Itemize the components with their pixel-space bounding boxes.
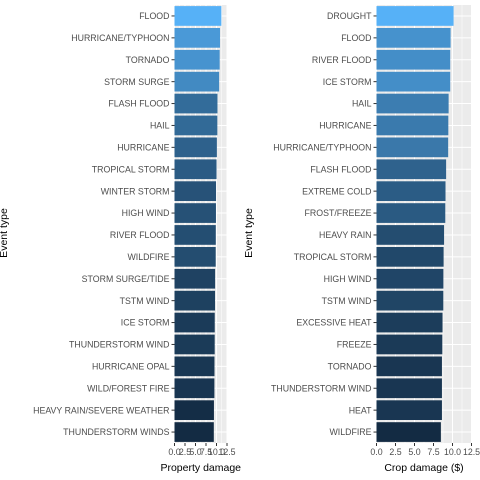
bar-wildfire	[174, 246, 216, 267]
bar-hurricane-typhoon	[174, 27, 221, 48]
bar-hurricane	[174, 137, 217, 158]
x-tick-label: 5.0	[189, 447, 201, 457]
bar-frost-freeze	[376, 203, 446, 223]
y-tick-label: TROPICAL STORM	[294, 252, 372, 262]
x-tick-label: 7.5	[200, 447, 212, 457]
bar-winter-storm	[174, 181, 217, 202]
x-tick-label: 2.5	[389, 447, 401, 457]
y-tick-label: THUNDERSTORM WIND	[271, 383, 372, 393]
x-tick-label: 0.0	[168, 447, 180, 457]
y-tick-label: TSTM WIND	[120, 296, 170, 306]
y-tick-label: WINTER STORM	[101, 186, 170, 196]
y-tick-label: HIGH WIND	[324, 274, 372, 284]
y-tick-label: HEAT	[349, 405, 372, 415]
bar-thunderstorm-wind	[376, 378, 442, 399]
bar-heavy-rain	[376, 225, 445, 245]
x-tick-label: 2.5	[179, 447, 191, 457]
bar-river-flood	[376, 49, 451, 70]
y-tick-label: FLASH FLOOD	[108, 99, 169, 109]
y-tick-label: THUNDERSTORM WINDS	[63, 427, 170, 437]
bar-excessive-heat	[376, 312, 443, 333]
bar-high-wind	[174, 203, 216, 223]
y-tick-label: ICE STORM	[323, 77, 372, 87]
bar-hurricane	[376, 115, 449, 136]
x-tick-label: 12.5	[463, 447, 480, 457]
bar-ice-storm	[376, 71, 451, 92]
x-tick-label: 5.0	[408, 447, 420, 457]
y-tick-label: FROST/FREEZE	[305, 208, 372, 218]
bar-tornado	[376, 356, 442, 377]
bar-storm-surge-tide	[174, 268, 216, 289]
bar-flood	[376, 27, 451, 48]
bar-drought	[376, 6, 454, 26]
bar-thunderstorm-winds	[174, 422, 214, 442]
x-tick-label: 12.5	[218, 447, 235, 457]
y-axis-title: Event type	[243, 208, 255, 258]
crop-damage-chart: DROUGHT FLOOD RIVER FLOOD ICE STORM HAIL HURR…	[243, 5, 480, 474]
y-tick-label: STORM SURGE	[104, 77, 169, 87]
bar-hail	[174, 115, 218, 136]
y-axis-title: Event type	[0, 208, 10, 258]
bar-hurricane-opal	[174, 356, 215, 377]
bar-flash-flood	[376, 159, 447, 180]
y-tick-label: EXCESSIVE HEAT	[296, 318, 372, 328]
y-tick-label: FREEZE	[337, 340, 372, 350]
property-damage-chart: FLOOD HURRICANE/TYPHOON TORNADO STORM SURGE…	[0, 5, 241, 474]
bar-wild-forest-fire	[174, 378, 215, 399]
y-tick-label: HURRICANE	[117, 142, 169, 152]
y-tick-label: TORNADO	[328, 361, 372, 371]
bar-tstm-wind	[376, 290, 444, 311]
bar-ice-storm	[174, 312, 215, 333]
bar-extreme-cold	[376, 181, 446, 202]
y-tick-label: HURRICANE/TYPHOON	[273, 142, 371, 152]
y-tick-label: HIGH WIND	[122, 208, 170, 218]
x-tick-label: 10.0	[444, 447, 461, 457]
y-tick-label: HURRICANE	[319, 121, 371, 131]
x-axis-title: Property damage	[160, 462, 241, 474]
bar-river-flood	[174, 225, 216, 245]
x-tick-label: 7.5	[427, 447, 439, 457]
y-tick-label: FLOOD	[139, 11, 169, 21]
y-tick-label: HEAVY RAIN/SEVERE WEATHER	[33, 405, 169, 415]
bar-storm-surge	[174, 71, 220, 92]
y-tick-label: STORM SURGE/TIDE	[82, 274, 170, 284]
y-tick-label: WILDFIRE	[329, 427, 371, 437]
y-tick-label: DROUGHT	[327, 11, 372, 21]
bar-hurricane-typhoon	[376, 137, 449, 158]
bar-tornado	[174, 49, 220, 70]
y-tick-label: ICE STORM	[121, 318, 170, 328]
y-tick-label: HEAVY RAIN	[319, 230, 371, 240]
y-tick-label: TORNADO	[126, 55, 170, 65]
bar-freeze	[376, 334, 443, 355]
x-tick-label: 10.0	[208, 447, 225, 457]
y-tick-label: WILD/FOREST FIRE	[87, 383, 170, 393]
bar-hail	[376, 93, 449, 114]
bar-flash-flood	[174, 93, 218, 114]
bar-thunderstorm-wind	[174, 334, 215, 355]
y-tick-label: RIVER FLOOD	[312, 55, 372, 65]
y-tick-label: HAIL	[352, 99, 372, 109]
x-tick-label: 0.0	[370, 447, 382, 457]
y-tick-label: EXTREME COLD	[302, 186, 371, 196]
y-tick-label: TSTM WIND	[322, 296, 372, 306]
bar-heat	[376, 400, 442, 421]
y-tick-label: HAIL	[150, 121, 170, 131]
bar-wildfire	[376, 422, 441, 442]
bar-heavy-rain-severe-weather	[174, 400, 214, 421]
bar-flood	[174, 6, 222, 26]
bar-high-wind	[376, 268, 444, 289]
y-tick-label: TROPICAL STORM	[92, 164, 170, 174]
y-tick-label: HURRICANE/TYPHOON	[71, 33, 169, 43]
y-tick-label: HURRICANE OPAL	[92, 361, 170, 371]
bar-tropical-storm	[174, 159, 217, 180]
y-tick-label: RIVER FLOOD	[110, 230, 170, 240]
y-tick-label: FLOOD	[341, 33, 371, 43]
x-axis-title: Crop damage ($)	[384, 462, 463, 474]
y-tick-label: WILDFIRE	[127, 252, 169, 262]
y-tick-label: THUNDERSTORM WIND	[69, 340, 170, 350]
bar-tropical-storm	[376, 246, 444, 267]
y-tick-label: FLASH FLOOD	[310, 164, 371, 174]
bar-tstm-wind	[174, 290, 216, 311]
